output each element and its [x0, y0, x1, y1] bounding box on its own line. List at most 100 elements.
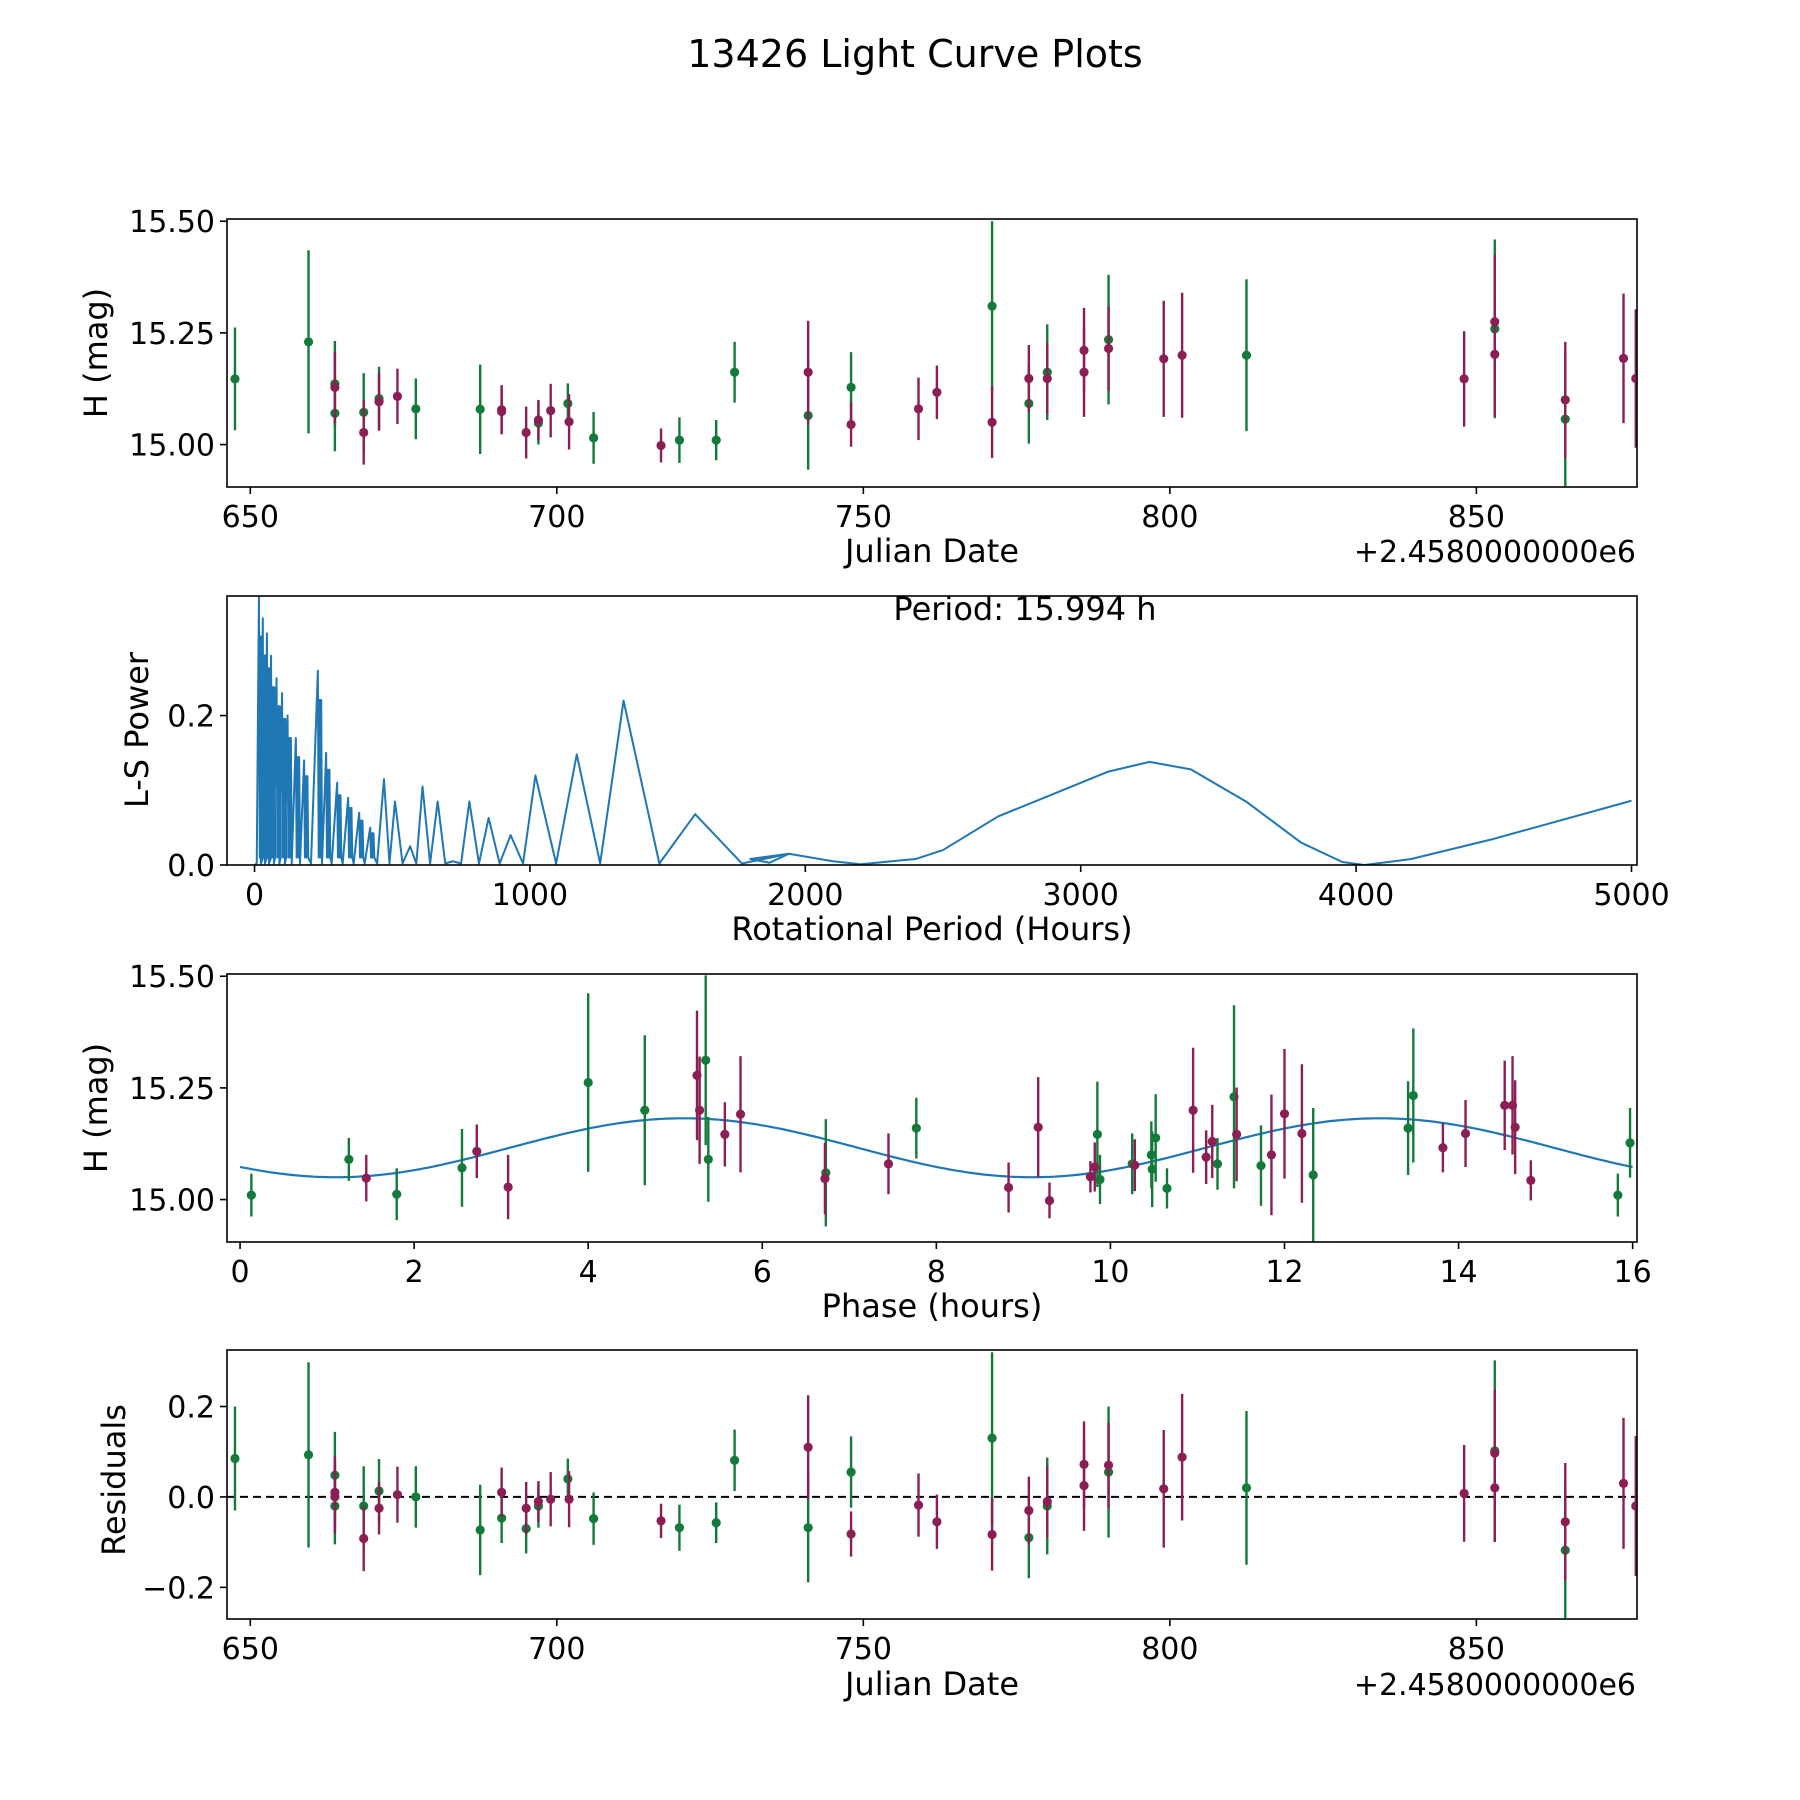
marker	[521, 1503, 531, 1513]
plot-area	[253, 596, 1632, 865]
x-tick-label: 8	[927, 1255, 946, 1290]
marker	[846, 419, 856, 430]
x-tick-label: 800	[1141, 500, 1198, 535]
data-point-group_b	[1232, 1087, 1242, 1182]
data-point-group_b	[546, 383, 556, 438]
marker	[1618, 1478, 1629, 1488]
marker	[344, 1154, 354, 1164]
data-point-group_b	[1033, 1077, 1043, 1178]
marker	[361, 1173, 371, 1183]
x-tick-label: 4	[579, 1255, 598, 1290]
marker	[820, 1173, 830, 1184]
data-point-group_b	[1297, 1064, 1307, 1203]
data-point-group_b	[1159, 300, 1169, 417]
data-point-group_a	[987, 221, 997, 391]
marker	[1560, 395, 1570, 405]
marker	[1079, 1481, 1089, 1491]
marker	[846, 1529, 856, 1539]
marker	[1003, 1182, 1014, 1193]
marker	[392, 391, 403, 401]
data-point-group_b	[1177, 292, 1187, 418]
marker	[563, 1474, 573, 1484]
data-point-group_a	[711, 1502, 721, 1544]
marker	[1024, 373, 1034, 384]
lightcurve-ylabel: H (mag)	[77, 288, 115, 418]
data-point-group_b	[932, 1494, 942, 1549]
data-point-group_a	[1408, 1028, 1418, 1163]
data-point-group_a	[344, 1137, 354, 1181]
marker	[656, 1516, 666, 1526]
marker	[359, 427, 369, 438]
data-point-group_b	[392, 1466, 403, 1523]
data-point-group_b	[735, 1056, 746, 1173]
marker	[246, 1190, 256, 1200]
data-point-group_a	[1308, 1108, 1318, 1242]
marker	[1256, 1161, 1266, 1171]
x-tick-label: 2000	[767, 878, 843, 913]
phased-ylabel: H (mag)	[77, 1043, 115, 1173]
marker	[472, 1146, 482, 1156]
marker	[1162, 1183, 1172, 1193]
marker	[913, 1500, 924, 1510]
marker	[330, 382, 340, 392]
residuals-xlabel: Julian Date	[843, 1665, 1019, 1703]
marker	[735, 1109, 746, 1119]
data-point-group_a	[730, 1429, 740, 1492]
data-point-group_a	[303, 1362, 314, 1548]
data-point-group_b	[803, 320, 813, 424]
plot-area	[239, 975, 1635, 1242]
marker	[711, 435, 721, 445]
data-point-group_b	[1103, 1422, 1114, 1509]
data-point-group_b	[1560, 341, 1570, 458]
data-point-group_b	[1460, 1099, 1471, 1167]
marker	[1033, 1122, 1043, 1132]
lightcurve-x-offset: +2.4580000000e6	[1354, 535, 1636, 570]
marker	[546, 406, 556, 416]
marker	[330, 1492, 340, 1502]
data-point-group_a	[303, 250, 314, 434]
data-point-group_a	[674, 1504, 685, 1551]
y-tick-label: 0.0	[167, 1481, 215, 1516]
marker	[1095, 1174, 1105, 1185]
marker	[1560, 1517, 1570, 1527]
marker	[583, 1077, 593, 1088]
data-point-group_b	[720, 1102, 730, 1167]
marker	[674, 435, 685, 445]
data-point-group_b	[1631, 1435, 1637, 1577]
x-tick-label: 650	[222, 500, 279, 535]
marker	[1177, 350, 1187, 360]
marker	[1500, 1100, 1510, 1110]
data-point-group_a	[911, 1097, 921, 1159]
data-point-group_b	[1090, 1142, 1100, 1192]
marker	[1085, 1172, 1096, 1182]
marker	[911, 1123, 921, 1133]
marker	[1631, 373, 1637, 384]
data-point-group_b	[359, 1505, 369, 1572]
x-tick-label: 10	[1091, 1255, 1129, 1290]
data-point-group_b	[521, 1482, 531, 1535]
data-point-group_a	[230, 327, 240, 431]
x-tick-label: 750	[835, 500, 892, 535]
marker	[475, 404, 485, 414]
marker	[1092, 1129, 1102, 1139]
data-point-group_a	[1212, 1137, 1223, 1190]
marker	[1151, 1133, 1161, 1143]
marker	[457, 1163, 467, 1173]
data-point-group_b	[1042, 342, 1052, 415]
data-point-group_b	[913, 1473, 924, 1537]
marker	[497, 1513, 507, 1523]
data-point-group_b	[361, 1154, 371, 1202]
marker	[1438, 1143, 1448, 1153]
marker	[987, 1433, 997, 1443]
data-point-group_b	[803, 1395, 813, 1500]
axes-frame	[226, 973, 1638, 1243]
residuals-panel: Julian Date Residuals +2.4580000000e6 65…	[95, 1349, 1638, 1703]
data-point-group_b	[1042, 1465, 1052, 1538]
data-point-group_a	[730, 341, 740, 403]
data-point-group_b	[1177, 1393, 1187, 1521]
data-point-group_b	[1044, 1182, 1055, 1219]
figure-title: 13426 Light Curve Plots	[687, 32, 1142, 76]
marker	[1308, 1170, 1318, 1180]
data-point-group_b	[564, 394, 574, 450]
marker	[720, 1129, 730, 1139]
